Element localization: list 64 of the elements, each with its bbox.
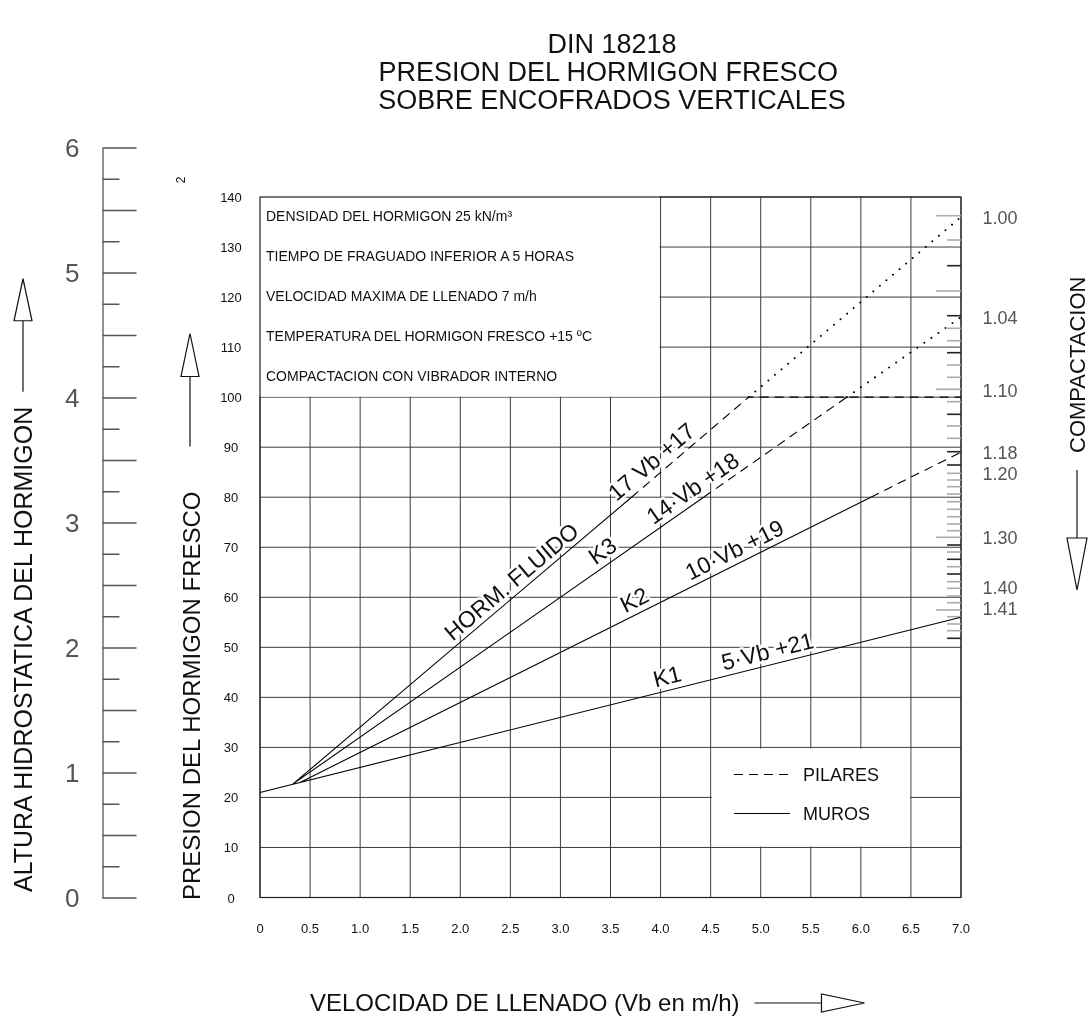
y3-axis-title: COMPACTACION [1065,276,1090,453]
y-tick-label: 110 [220,340,242,356]
y-tick-label: 10 [223,840,239,856]
annotation: 10·Vb +19 [680,514,788,586]
legend-label: PILARES [803,764,880,785]
x-tick-label: 2.5 [501,921,520,936]
y-tick-label: 0 [227,890,235,906]
annotation: 1.00 [982,207,1018,228]
y-tick-label: 90 [223,440,239,456]
annotation: 1.18 [982,442,1018,463]
annotation: COMPACTACION CON VIBRADOR INTERNO [266,368,558,384]
x-tick-label: 7.0 [951,921,971,936]
x-tick-label: 0.5 [301,921,320,936]
y2-tick-label: 2 [65,633,80,664]
annotation: TEMPERATURA DEL HORMIGON FRESCO +15 ºC [266,328,592,344]
y-tick-label: 40 [223,690,239,706]
y2-tick-label: 6 [65,133,80,164]
annotation: K2 [615,581,653,618]
text: 2 [174,176,188,184]
x-tick-label: 3.0 [551,921,570,936]
text: 1.41 [982,598,1018,619]
y-axis-title: PRESION DEL HORMIGON FRESCO [178,491,205,900]
x-tick-label: 5.5 [801,921,820,936]
y-tick-label: 120 [220,290,242,306]
annotation: 5·Vb +21 [718,627,817,676]
y-tick-label: 60 [223,590,239,606]
text: 1.40 [982,577,1018,598]
y2-tick-label: 5 [65,258,80,289]
y-tick-label: 30 [223,740,239,756]
x-tick-label: 5.0 [751,921,770,936]
x-tick-label: 1.0 [351,921,370,936]
annotation: 1.04 [982,307,1018,328]
x-tick-label: 3.5 [601,921,620,936]
chart-subtitle: PRESION DEL HORMIGON FRESCO SOBRE ENCOFRADOS VERTICALES [378,57,846,115]
x-tick-label: 2.0 [451,921,470,936]
y2-axis-title: ALTURA HIDROSTATICA DEL HORMIGON [9,406,37,892]
annotation: DENSIDAD DEL HORMIGON 25 kN/m³ [266,208,513,224]
y-tick-label: 80 [223,490,239,506]
text: 1.10 [982,380,1018,401]
x-tick-label: 6.0 [851,921,870,936]
y2-tick-label: 1 [65,758,80,789]
x-tick-label: 6.5 [901,921,920,936]
y-tick-label: 100 [220,390,242,406]
y-tick-label: 140 [220,190,242,205]
y-tick-label: 70 [223,540,239,556]
text: 1.20 [982,463,1018,484]
annotation: TIEMPO DE FRAGUADO INFERIOR A 5 HORAS [266,248,575,264]
legend-label: MUROS [803,803,870,824]
y2-tick-label: 0 [65,883,80,914]
annotation: K3 [583,532,622,570]
annotation: K1 [650,660,684,693]
annotation: VELOCIDAD MAXIMA DE LLENADO 7 m/h [266,288,537,304]
y2-tick-label: 3 [65,508,80,539]
y2-tick-label: 4 [65,383,80,414]
x-axis-title: VELOCIDAD DE LLENADO (Vb en m/h) [310,989,740,1016]
x-tick-label: 0 [256,921,264,936]
text: 1.30 [982,527,1018,548]
y-tick-label: 50 [223,640,239,656]
chart-title: DIN 18218 [547,29,677,59]
x-tick-label: 1.5 [401,921,420,936]
y-tick-label: 130 [220,240,242,256]
x-tick-label: 4.5 [701,921,720,936]
x-tick-label: 4.0 [651,921,670,936]
y-tick-label: 20 [223,790,239,806]
